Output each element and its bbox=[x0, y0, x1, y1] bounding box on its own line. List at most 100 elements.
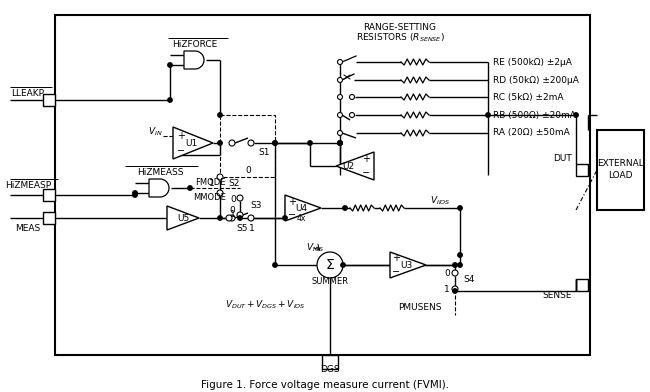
Circle shape bbox=[337, 78, 343, 82]
Text: DUT: DUT bbox=[553, 154, 572, 163]
Text: RA (20Ω) ±50mA: RA (20Ω) ±50mA bbox=[493, 129, 570, 138]
Bar bbox=[322, 355, 338, 369]
Circle shape bbox=[273, 141, 277, 145]
Circle shape bbox=[248, 215, 254, 221]
Polygon shape bbox=[149, 179, 169, 197]
Text: U3: U3 bbox=[400, 261, 412, 270]
Text: Figure 1. Force voltage measure current (FVMI).: Figure 1. Force voltage measure current … bbox=[201, 380, 449, 390]
Bar bbox=[55, 15, 590, 355]
Circle shape bbox=[458, 263, 462, 267]
Circle shape bbox=[338, 141, 342, 145]
Polygon shape bbox=[173, 127, 213, 159]
Circle shape bbox=[452, 270, 458, 276]
Bar bbox=[43, 94, 55, 106]
Text: 0: 0 bbox=[229, 205, 235, 214]
Text: U5: U5 bbox=[177, 214, 189, 223]
Circle shape bbox=[486, 113, 490, 117]
Polygon shape bbox=[167, 206, 199, 230]
Text: S5: S5 bbox=[236, 223, 248, 232]
Text: +: + bbox=[392, 253, 400, 263]
Text: MMODE: MMODE bbox=[194, 192, 226, 201]
Text: 4x: 4x bbox=[296, 214, 306, 223]
Circle shape bbox=[343, 206, 347, 210]
Circle shape bbox=[218, 113, 222, 117]
Text: U2: U2 bbox=[342, 162, 354, 171]
Text: RC (5kΩ) ±2mA: RC (5kΩ) ±2mA bbox=[493, 93, 564, 102]
Circle shape bbox=[273, 263, 277, 267]
Circle shape bbox=[350, 113, 354, 118]
Text: 1: 1 bbox=[209, 178, 215, 187]
Circle shape bbox=[453, 263, 457, 267]
Bar bbox=[597, 130, 644, 210]
Bar bbox=[576, 164, 588, 176]
Circle shape bbox=[168, 98, 172, 102]
Text: LLEAKP: LLEAKP bbox=[12, 89, 44, 98]
Text: RANGE-SETTING: RANGE-SETTING bbox=[363, 22, 437, 31]
Text: $V_{IN}$: $V_{IN}$ bbox=[148, 126, 162, 138]
Circle shape bbox=[238, 216, 242, 220]
Text: $V_{IOS}$: $V_{IOS}$ bbox=[306, 242, 324, 254]
Text: 1: 1 bbox=[249, 223, 255, 232]
Circle shape bbox=[337, 60, 343, 65]
Text: U4: U4 bbox=[295, 203, 307, 212]
Bar bbox=[43, 212, 55, 224]
Circle shape bbox=[218, 141, 222, 145]
Text: S1: S1 bbox=[258, 147, 270, 156]
Text: $V_{IIOS}$: $V_{IIOS}$ bbox=[430, 195, 450, 207]
Circle shape bbox=[229, 215, 235, 221]
Circle shape bbox=[453, 289, 457, 293]
Text: PMUSENS: PMUSENS bbox=[398, 303, 442, 312]
Polygon shape bbox=[336, 152, 374, 180]
Circle shape bbox=[283, 216, 287, 220]
Text: SENSE: SENSE bbox=[543, 290, 572, 299]
Circle shape bbox=[273, 141, 277, 145]
Text: 0: 0 bbox=[245, 165, 251, 174]
Circle shape bbox=[217, 190, 223, 196]
Circle shape bbox=[229, 140, 235, 146]
Circle shape bbox=[350, 94, 354, 100]
Text: SUMMER: SUMMER bbox=[311, 278, 348, 287]
Circle shape bbox=[574, 113, 578, 117]
Text: RESISTORS ($R_{SENSE}$): RESISTORS ($R_{SENSE}$) bbox=[356, 32, 445, 44]
Circle shape bbox=[337, 131, 343, 136]
Circle shape bbox=[337, 113, 343, 118]
Circle shape bbox=[218, 216, 222, 220]
Text: MEAS: MEAS bbox=[16, 223, 40, 232]
Text: LOAD: LOAD bbox=[608, 171, 632, 180]
Circle shape bbox=[226, 215, 232, 221]
Circle shape bbox=[338, 141, 342, 145]
Text: HiZMEASP: HiZMEASP bbox=[5, 180, 51, 189]
Circle shape bbox=[458, 253, 462, 257]
Text: HiZMEASS: HiZMEASS bbox=[136, 167, 183, 176]
Text: DGS: DGS bbox=[320, 365, 340, 374]
Text: $V_{DUT}+V_{DGS}+V_{IOS}$: $V_{DUT}+V_{DGS}+V_{IOS}$ bbox=[225, 299, 306, 311]
Polygon shape bbox=[390, 252, 426, 278]
Text: 0: 0 bbox=[230, 194, 236, 203]
Text: 0: 0 bbox=[444, 270, 450, 278]
Circle shape bbox=[338, 141, 342, 145]
Text: −: − bbox=[362, 168, 370, 178]
Text: +: + bbox=[288, 197, 296, 207]
Text: Σ: Σ bbox=[326, 258, 334, 272]
Circle shape bbox=[337, 94, 343, 100]
Text: 1: 1 bbox=[444, 285, 450, 294]
Circle shape bbox=[458, 206, 462, 210]
Bar bbox=[43, 189, 55, 201]
Circle shape bbox=[308, 141, 312, 145]
Text: S2: S2 bbox=[228, 178, 239, 187]
Text: RD (50kΩ) ±200μA: RD (50kΩ) ±200μA bbox=[493, 76, 579, 85]
Circle shape bbox=[133, 191, 137, 195]
Circle shape bbox=[341, 263, 345, 267]
Text: RB (500Ω) ±20mA: RB (500Ω) ±20mA bbox=[493, 111, 576, 120]
Polygon shape bbox=[184, 51, 204, 69]
Text: 1: 1 bbox=[230, 209, 236, 218]
Circle shape bbox=[452, 286, 458, 292]
Text: S3: S3 bbox=[250, 200, 261, 209]
Circle shape bbox=[188, 186, 192, 190]
Bar bbox=[220, 115, 275, 177]
Text: −: − bbox=[392, 267, 400, 277]
Bar bbox=[576, 279, 588, 291]
Circle shape bbox=[168, 63, 172, 67]
Polygon shape bbox=[285, 195, 321, 221]
Text: RE (500kΩ) ±2μA: RE (500kΩ) ±2μA bbox=[493, 58, 572, 67]
